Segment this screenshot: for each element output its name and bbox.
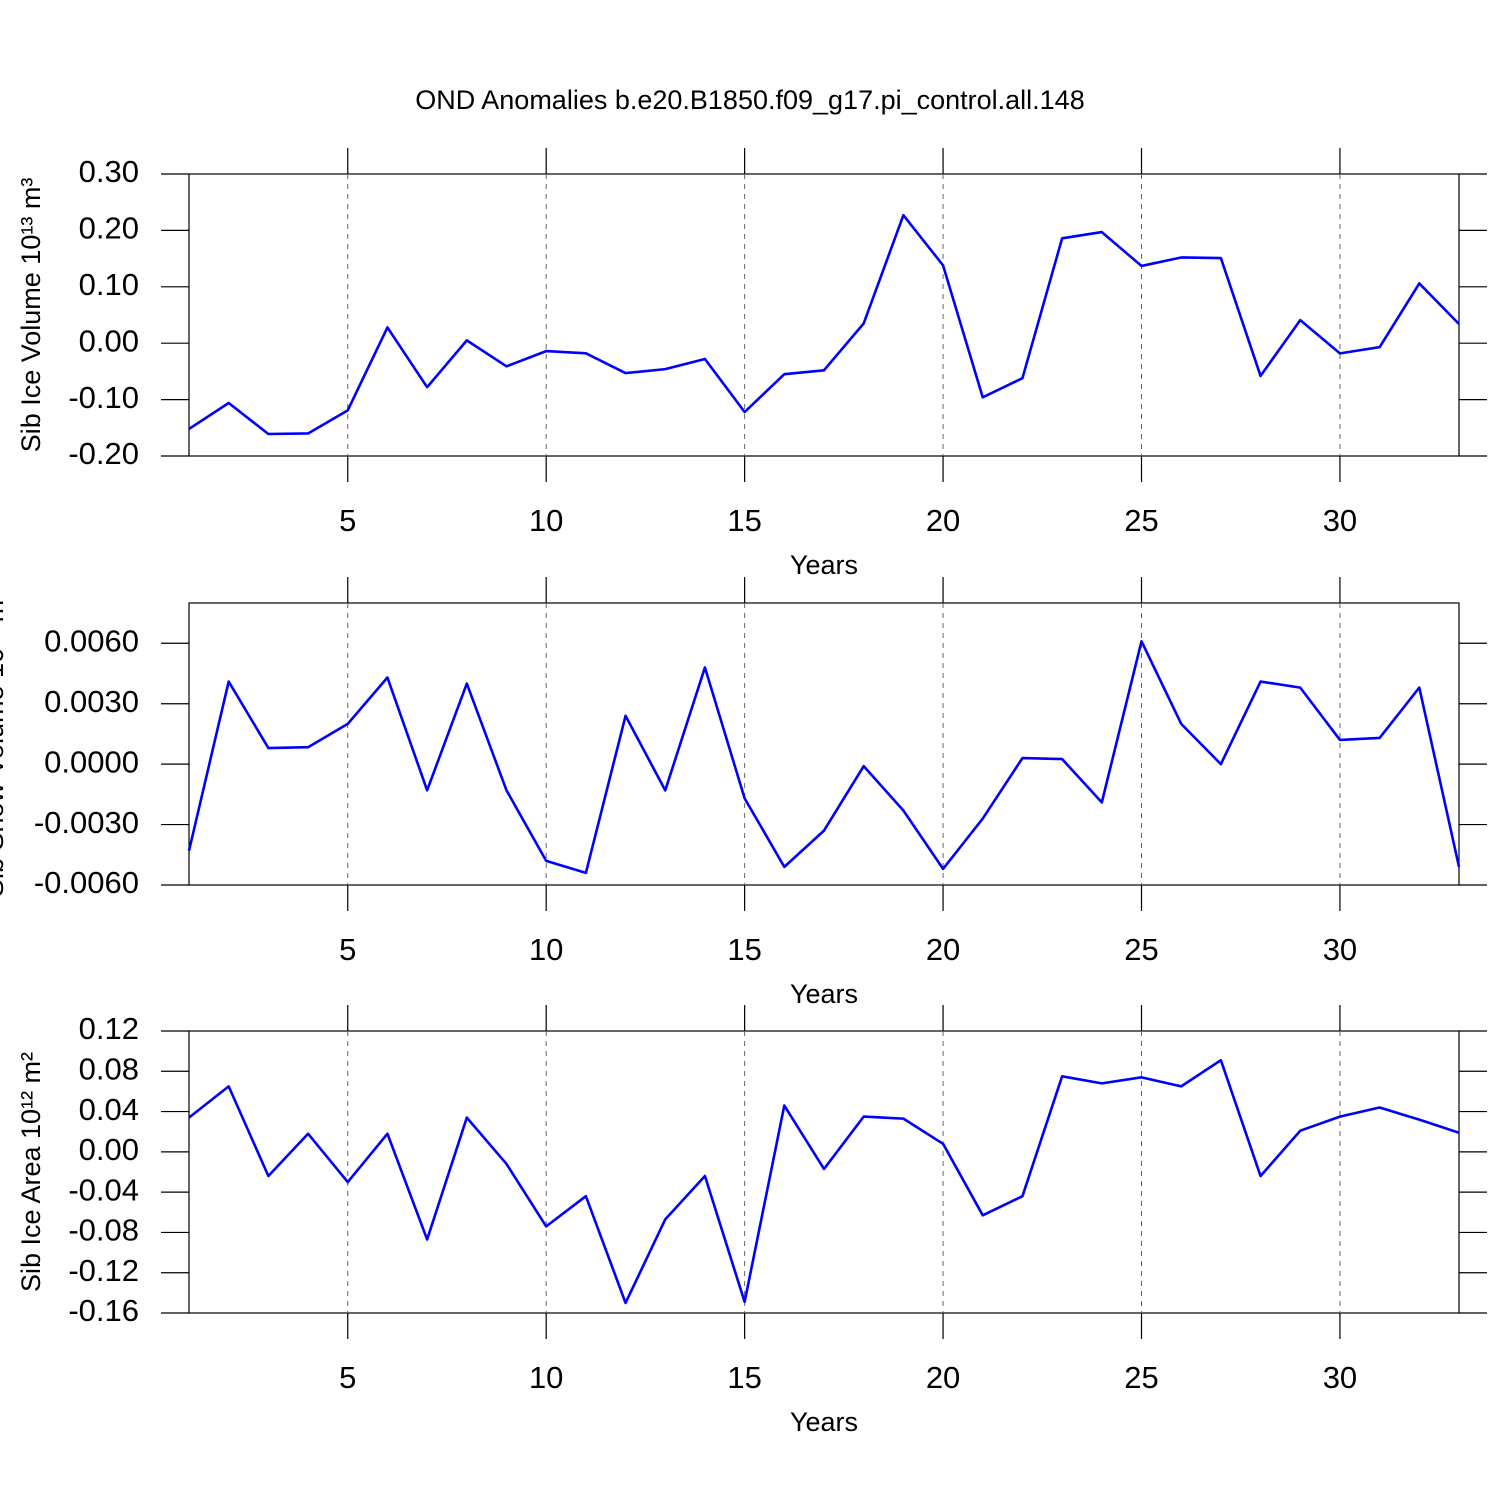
y-tick-label: 0.0030 [44,684,139,719]
y-tick-label: 0.00 [79,1132,139,1167]
data-line [187,639,1461,875]
y-tick-label: 0.12 [79,1011,139,1046]
x-tick-label: 30 [1323,1360,1357,1395]
y-tick-label: 0.0000 [44,744,139,779]
x-tick-label: 30 [1323,503,1357,538]
plot-frame [188,602,1460,886]
y-tick-label: -0.08 [68,1213,139,1248]
data-line [188,1058,1460,1305]
x-tick-label: 20 [926,503,960,538]
y-tick-label: 0.04 [79,1092,139,1127]
x-tick-label: 15 [727,503,761,538]
x-tick-label: 15 [727,932,761,967]
y-tick-label: -0.10 [68,380,139,415]
y-axis-label: Sib Ice Volume 10¹³ m³ [16,178,46,453]
y-tick-label: -0.12 [68,1253,139,1288]
y-tick-label: -0.0060 [34,865,139,900]
x-tick-label: 5 [339,1360,356,1395]
y-tick-label: 0.10 [79,267,139,302]
chart-title: OND Anomalies b.e20.B1850.f09_g17.pi_con… [415,85,1084,115]
x-tick-label: 20 [926,1360,960,1395]
x-axis-label: Years [790,550,858,580]
plot-frame [188,1030,1460,1314]
y-tick-label: 0.08 [79,1051,139,1086]
y-tick-label: 0.0060 [44,623,139,658]
x-tick-label: 10 [529,1360,563,1395]
y-tick-label: 0.20 [79,211,139,246]
y-axis-label: Sib Snow Volume 10¹³ m³ [0,591,9,897]
y-tick-label: 0.30 [79,154,139,189]
x-tick-label: 10 [529,503,563,538]
x-tick-label: 30 [1323,932,1357,967]
y-tick-label: -0.04 [68,1172,139,1207]
x-tick-label: 25 [1124,503,1158,538]
x-tick-label: 5 [339,503,356,538]
x-tick-label: 15 [727,1360,761,1395]
x-tick-label: 25 [1124,1360,1158,1395]
data-line [188,213,1460,436]
x-axis-label: Years [790,1407,858,1437]
plot-frame [188,173,1460,457]
x-tick-label: 25 [1124,932,1158,967]
x-axis-label: Years [790,979,858,1009]
y-tick-label: -0.16 [68,1293,139,1328]
x-tick-label: 20 [926,932,960,967]
y-tick-label: -0.20 [68,436,139,471]
y-tick-label: 0.00 [79,323,139,358]
y-axis-label: Sib Ice Area 10¹² m² [16,1052,46,1292]
y-tick-label: -0.0030 [34,805,139,840]
x-tick-label: 10 [529,932,563,967]
x-tick-label: 5 [339,932,356,967]
